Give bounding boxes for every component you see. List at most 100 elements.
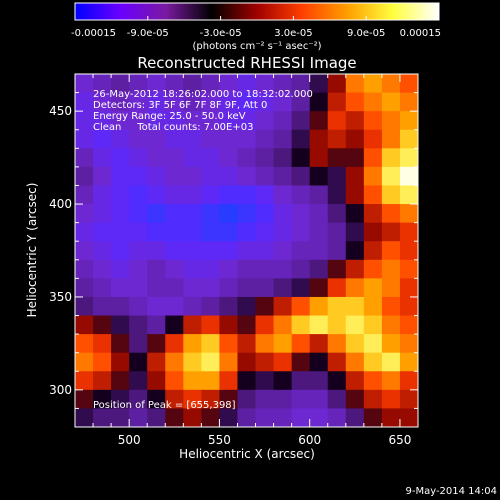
annotation-peak-position: Position of Peak = [655,398] (93, 400, 236, 411)
heatmap-cell (147, 296, 166, 317)
heatmap-cell (255, 259, 275, 279)
heatmap-cell (345, 185, 365, 205)
heatmap-cell (183, 259, 202, 279)
heatmap-cell (93, 166, 112, 187)
heatmap-cell (255, 92, 275, 112)
heatmap-cell (381, 166, 401, 187)
heatmap-cell (183, 166, 202, 187)
heatmap-cell (345, 241, 365, 261)
heatmap-cell (273, 296, 293, 317)
heatmap-cell (309, 111, 329, 131)
heatmap-cell (327, 222, 347, 242)
colorbar-tick-label: 3.0e-05 (274, 28, 312, 39)
heatmap-cell (291, 92, 311, 112)
heatmap-cell (381, 129, 401, 149)
heatmap-cell (255, 334, 275, 354)
heatmap-cell (381, 371, 401, 391)
heatmap-cell (111, 334, 130, 354)
heatmap-cell (219, 389, 239, 410)
heatmap-cell (309, 204, 329, 224)
heatmap-cell (75, 278, 94, 298)
heatmap-cell (147, 129, 166, 149)
heatmap-cell (75, 352, 94, 372)
heatmap-cell (363, 166, 383, 187)
heatmap-cell (183, 204, 202, 224)
heatmap-cell (363, 74, 383, 94)
heatmap-cell (165, 315, 184, 335)
heatmap-cell (399, 166, 418, 187)
heatmap-cell (327, 148, 347, 168)
heatmap-cell (255, 352, 275, 372)
heatmap-cell (273, 241, 293, 261)
heatmap-cell (75, 371, 94, 391)
heatmap-cell (291, 371, 311, 391)
heatmap-cell (255, 204, 275, 224)
heatmap-cell (291, 296, 311, 317)
heatmap-cell (327, 111, 347, 131)
heatmap-cell (255, 74, 275, 94)
heatmap-cell (381, 74, 401, 94)
heatmap-cell (237, 334, 257, 354)
heatmap-cell (165, 185, 184, 205)
heatmap-cell (75, 185, 94, 205)
heatmap-cell (201, 315, 221, 335)
heatmap-cell (327, 74, 347, 94)
heatmap-cell (111, 204, 130, 224)
heatmap-cell (345, 259, 365, 279)
heatmap-cell (129, 389, 148, 410)
colorbar-tick-label: 9.0e-05 (347, 28, 385, 39)
heatmap-cell (363, 204, 383, 224)
heatmap-cell (165, 241, 184, 261)
heatmap-cell (327, 166, 347, 187)
heatmap-cell (111, 241, 130, 261)
heatmap-cell (201, 111, 221, 131)
y-tick-label: 300 (49, 383, 72, 397)
heatmap-cell (399, 92, 418, 112)
heatmap-cell (219, 166, 239, 187)
heatmap-cell (129, 129, 148, 149)
heatmap-cell (93, 129, 112, 149)
heatmap-cell (309, 278, 329, 298)
heatmap-cell (291, 315, 311, 335)
y-axis-label: Heliocentric Y (arcsec) (25, 183, 39, 318)
heatmap-cell (273, 389, 293, 410)
y-tick-label: 350 (49, 290, 72, 304)
heatmap-cell (237, 315, 257, 335)
heatmap-cell (165, 148, 184, 168)
heatmap-cell (381, 259, 401, 279)
heatmap-cell (183, 185, 202, 205)
heatmap-cell (399, 296, 418, 317)
annotation-time-range: 26-May-2012 18:26:02.000 to 18:32:02.000 (93, 89, 313, 100)
heatmap-cell (345, 371, 365, 391)
heatmap-cell (93, 389, 112, 410)
heatmap-cell (399, 204, 418, 224)
colorbar-ticks: -0.00015 -9.0e-05 -3.0e-05 3.0e-05 9.0e-05 0.… (71, 16, 441, 39)
heatmap-cell (219, 296, 239, 317)
heatmap-cell (273, 166, 293, 187)
heatmap-cell (291, 222, 311, 242)
heatmap-cell (183, 389, 202, 410)
heatmap-cell (165, 296, 184, 317)
heatmap-cell (309, 185, 329, 205)
heatmap-cell (273, 129, 293, 149)
heatmap-cell (129, 315, 148, 335)
heatmap-cell (93, 334, 112, 354)
heatmap-cell (75, 148, 94, 168)
heatmap-cell (345, 278, 365, 298)
heatmap-cell (129, 111, 148, 131)
x-tick-label: 550 (208, 433, 231, 447)
heatmap-cell (273, 352, 293, 372)
heatmap-cell (291, 74, 311, 94)
heatmap-cell (201, 241, 221, 261)
heatmap-cell (75, 259, 94, 279)
heatmap-cell (201, 334, 221, 354)
heatmap-cell (345, 222, 365, 242)
heatmap-cell (183, 315, 202, 335)
heatmap-cell (219, 111, 239, 131)
heatmap-cell (273, 278, 293, 298)
heatmap-cell (93, 371, 112, 391)
heatmap-cell (165, 352, 184, 372)
heatmap-cell (327, 408, 347, 427)
heatmap-cell (147, 315, 166, 335)
